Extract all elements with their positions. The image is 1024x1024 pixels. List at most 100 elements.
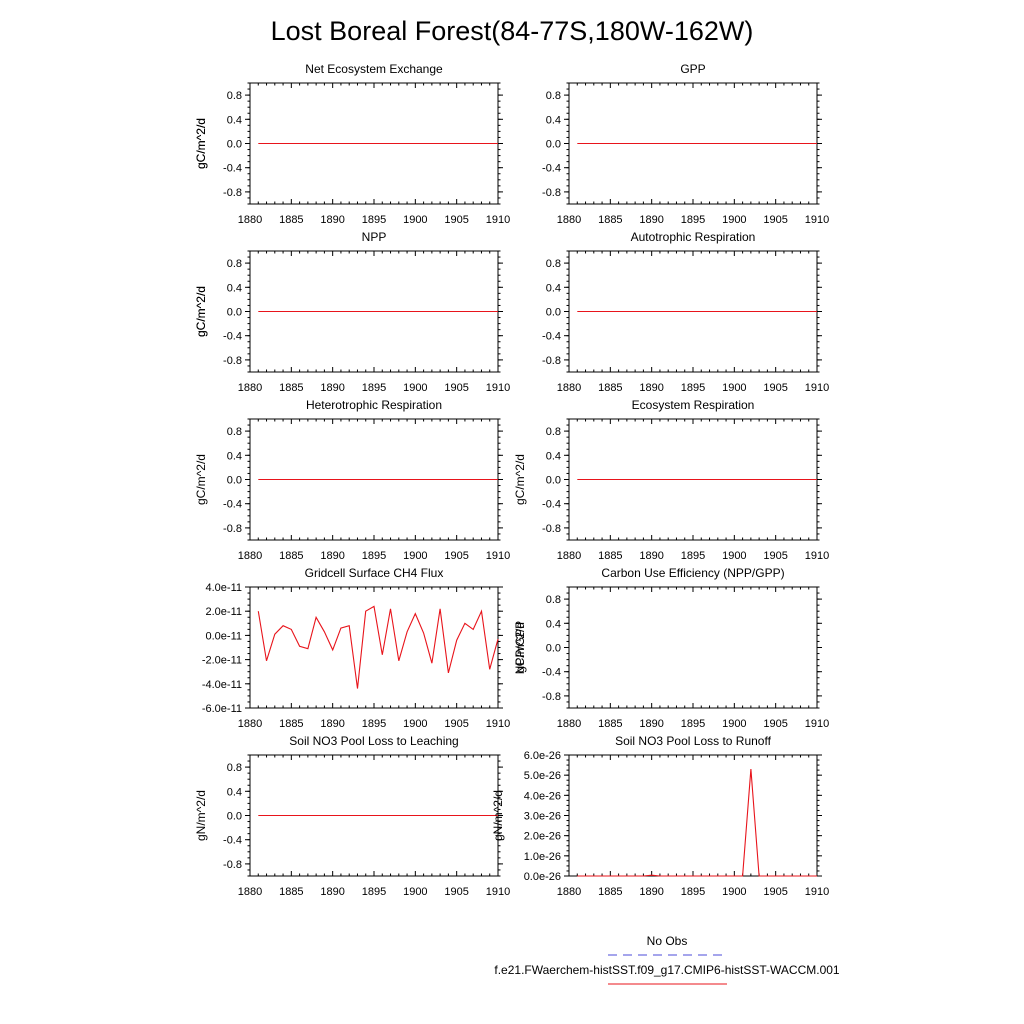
panel-9: Soil NO3 Pool Loss to Leaching gN/m^2/d 18… — [194, 734, 510, 898]
panel-6: Ecosystem Respiration gC/m^2/d 1880 1885 189… — [513, 398, 829, 562]
y-tick-label: -0.4 — [542, 667, 561, 679]
figure-title: Lost Boreal Forest(84-77S,180W-162W) — [271, 16, 754, 46]
x-tick-label: 1890 — [639, 886, 663, 898]
x-tick-label: 1905 — [763, 382, 787, 394]
panel-title: Heterotrophic Respiration — [306, 398, 442, 412]
y-tick-label: -0.4 — [223, 331, 242, 343]
y-tick-label: -6.0e-11 — [202, 703, 242, 715]
x-tick-label: 1910 — [486, 886, 510, 898]
x-tick-label: 1885 — [279, 550, 303, 562]
y-tick-label: -2.0e-11 — [202, 655, 242, 667]
plot-frame — [568, 586, 818, 709]
y-tick-label: 0.4 — [227, 786, 242, 798]
y-axis-label: gC/m^2/d — [194, 454, 208, 505]
x-tick-label: 1880 — [557, 214, 581, 226]
x-tick-label: 1910 — [486, 550, 510, 562]
x-tick-label: 1895 — [681, 214, 705, 226]
y-axis-label: gC/m^2/d — [194, 118, 208, 169]
y-tick-label: 0.0 — [227, 811, 242, 823]
y-tick-label: 2.0e-11 — [206, 606, 243, 618]
x-tick-label: 1895 — [362, 382, 386, 394]
y-tick-label: 0.8 — [227, 762, 242, 774]
x-tick-label: 1890 — [320, 886, 344, 898]
x-tick-label: 1880 — [557, 718, 581, 730]
y-tick-label: -0.8 — [223, 523, 242, 535]
y-axis-label: gC/m^2/d — [513, 454, 527, 505]
x-tick-label: 1910 — [486, 382, 510, 394]
y-tick-label: 0.8 — [546, 90, 561, 102]
y-tick-label: 0.4 — [227, 114, 242, 126]
x-tick-label: 1900 — [403, 214, 427, 226]
x-tick-label: 1905 — [444, 382, 468, 394]
panel-title: NPP — [362, 230, 387, 244]
x-tick-label: 1900 — [722, 550, 746, 562]
x-tick-label: 1895 — [362, 718, 386, 730]
x-tick-label: 1900 — [403, 718, 427, 730]
y-tick-label: 0.0 — [546, 643, 561, 655]
x-tick-label: 1885 — [598, 718, 622, 730]
x-tick-label: 1880 — [557, 382, 581, 394]
y-tick-label: 4.0e-11 — [206, 582, 243, 594]
x-tick-label: 1880 — [557, 550, 581, 562]
x-tick-label: 1880 — [238, 718, 262, 730]
x-tick-label: 1895 — [681, 382, 705, 394]
x-tick-label: 1895 — [681, 550, 705, 562]
y-axis-label: gC/m^2/d — [194, 286, 208, 337]
y-tick-label: 0.8 — [227, 90, 242, 102]
panel-2: GPP gC/m^2/d 1880 1885 1890 1895 1900 1905 1910 0… — [194, 62, 829, 226]
y-tick-label: -0.4 — [542, 499, 561, 511]
x-tick-label: 1885 — [279, 718, 303, 730]
y-tick-label: 0.0e-26 — [524, 871, 561, 883]
y-tick-label: -0.8 — [223, 187, 242, 199]
panel-title: Net Ecosystem Exchange — [305, 62, 443, 76]
x-tick-label: 1900 — [403, 550, 427, 562]
x-tick-label: 1890 — [320, 382, 344, 394]
x-tick-label: 1910 — [486, 214, 510, 226]
x-tick-label: 1885 — [598, 550, 622, 562]
y-tick-label: 0.8 — [546, 426, 561, 438]
y-tick-label: -0.8 — [542, 523, 561, 535]
y-tick-label: -0.4 — [223, 835, 242, 847]
panel-title: GPP — [680, 62, 705, 76]
y-tick-label: 0.0 — [546, 307, 561, 319]
y-tick-label: -0.4 — [542, 331, 561, 343]
x-tick-label: 1885 — [279, 214, 303, 226]
x-tick-label: 1895 — [362, 886, 386, 898]
y-tick-label: 0.0 — [546, 475, 561, 487]
y-tick-label: 0.0 — [546, 139, 561, 151]
y-tick-label: 0.4 — [227, 450, 242, 462]
legend-label-obs: No Obs — [647, 934, 688, 948]
y-tick-label: 1.0e-26 — [524, 851, 561, 863]
y-axis-label: gN/m^2/d — [194, 790, 208, 841]
x-tick-label: 1905 — [763, 214, 787, 226]
x-tick-label: 1910 — [805, 718, 829, 730]
panel-3: NPP gC/m^2/d 1880 1885 1890 1895 1900 1905 1910 0… — [194, 230, 510, 394]
x-tick-label: 1890 — [320, 214, 344, 226]
panel-7: Gridcell Surface CH4 Flux gC/m^2/d 1880 188… — [202, 566, 527, 730]
x-tick-label: 1890 — [639, 382, 663, 394]
y-tick-label: -0.8 — [542, 691, 561, 703]
x-tick-label: 1890 — [639, 550, 663, 562]
series-line — [257, 605, 499, 689]
x-tick-label: 1905 — [444, 214, 468, 226]
y-axis-label: NPP/GPP — [513, 621, 527, 674]
x-tick-label: 1890 — [320, 718, 344, 730]
y-axis-label: gC/m^2/d — [513, 622, 527, 673]
x-tick-label: 1900 — [403, 382, 427, 394]
panel-10: Soil NO3 Pool Loss to Runoff gN/m^2/d 1880… — [491, 734, 829, 898]
y-tick-label: 0.4 — [546, 282, 561, 294]
y-tick-label: -0.8 — [542, 187, 561, 199]
x-tick-label: 1890 — [639, 214, 663, 226]
x-tick-label: 1880 — [238, 886, 262, 898]
y-tick-label: 0.8 — [227, 426, 242, 438]
y-tick-label: 5.0e-26 — [524, 770, 561, 782]
x-tick-label: 1895 — [681, 886, 705, 898]
y-tick-label: 0.4 — [227, 282, 242, 294]
x-tick-label: 1880 — [557, 886, 581, 898]
y-tick-label: -0.4 — [223, 163, 242, 175]
x-tick-label: 1880 — [238, 550, 262, 562]
panel-title: Autotrophic Respiration — [631, 230, 756, 244]
panel-5: Heterotrophic Respiration gC/m^2/d 1880 188… — [194, 398, 510, 562]
x-tick-label: 1900 — [722, 382, 746, 394]
